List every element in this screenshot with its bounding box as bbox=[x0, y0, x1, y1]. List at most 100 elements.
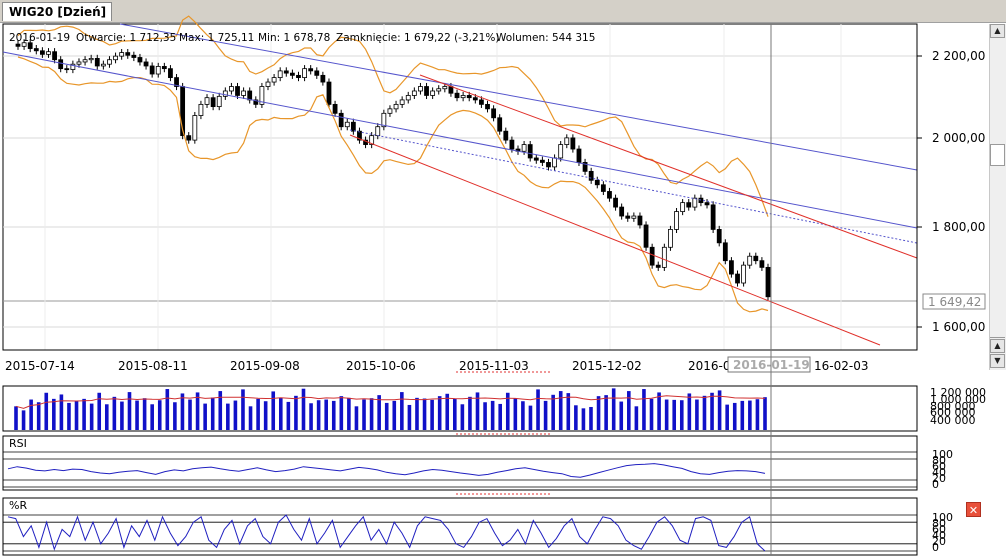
volume-bar-1 bbox=[21, 410, 26, 430]
volume-bar-98 bbox=[755, 399, 760, 430]
candle-body-121 bbox=[753, 255, 759, 262]
candle-body-116 bbox=[722, 242, 728, 262]
scroll-thumb[interactable] bbox=[990, 144, 1005, 166]
candle-body-6 bbox=[52, 51, 57, 61]
volume-bar-53 bbox=[415, 397, 419, 430]
volume-bar-40 bbox=[316, 400, 321, 430]
rsi-tick-20: 20 bbox=[932, 472, 946, 485]
candle-body-60 bbox=[381, 112, 387, 128]
candle-body-122 bbox=[759, 260, 765, 268]
candle-body-20 bbox=[137, 57, 143, 63]
candle-body-118 bbox=[735, 273, 740, 284]
wr-tick-80: 80 bbox=[932, 517, 946, 530]
candle-body-81 bbox=[509, 139, 515, 150]
candle-body-22 bbox=[149, 65, 155, 75]
volume-bar-60 bbox=[468, 396, 472, 430]
volume-bar-28 bbox=[226, 403, 230, 430]
volume-panel bbox=[2, 385, 918, 432]
candle-body-90 bbox=[564, 137, 570, 145]
candle-body-36 bbox=[235, 86, 240, 96]
volume-bar-9 bbox=[82, 398, 86, 430]
volume-bar-94 bbox=[725, 404, 729, 430]
price-scrollbar[interactable]: ▲ ▼ bbox=[989, 24, 1006, 352]
candle-body-97 bbox=[607, 191, 612, 199]
volume-bar-38 bbox=[301, 388, 306, 430]
volume-bar-13 bbox=[112, 396, 117, 430]
volume-bar-73 bbox=[566, 393, 571, 430]
candle-body-106 bbox=[661, 246, 667, 268]
volume-bar-12 bbox=[104, 404, 109, 430]
volume-bar-5 bbox=[52, 398, 56, 430]
volume-bar-89 bbox=[687, 393, 692, 430]
candle-body-64 bbox=[405, 95, 411, 101]
candle-body-109 bbox=[680, 202, 686, 212]
candle-body-52 bbox=[332, 103, 338, 114]
volume-bar-25 bbox=[203, 403, 207, 430]
date-scroll-up-button[interactable]: ▲ bbox=[990, 339, 1005, 353]
candle-body-18 bbox=[125, 52, 131, 56]
scroll-up-button[interactable]: ▲ bbox=[990, 24, 1005, 38]
volume-bar-50 bbox=[392, 400, 397, 430]
volume-bar-54 bbox=[422, 398, 427, 430]
volume-bar-70 bbox=[543, 400, 548, 430]
candle-body-4 bbox=[39, 50, 45, 55]
date-scroll-down-button[interactable]: ▼ bbox=[990, 354, 1005, 368]
channel-blue-lower bbox=[2, 51, 918, 229]
candle-body-11 bbox=[82, 59, 88, 63]
candle-body-47 bbox=[302, 68, 307, 78]
close-panel-button[interactable]: ✕ bbox=[966, 502, 981, 517]
candle-body-68 bbox=[430, 90, 436, 96]
volume-tick-2: 1 000 000 bbox=[930, 393, 986, 406]
volume-average-line bbox=[15, 395, 766, 409]
candle-body-99 bbox=[619, 206, 625, 217]
candle-body-2 bbox=[27, 42, 33, 49]
volume-bar-29 bbox=[233, 400, 238, 430]
volume-bar-2 bbox=[29, 399, 33, 430]
volume-bar-61 bbox=[475, 392, 480, 430]
wr-panel bbox=[2, 497, 918, 556]
candle-body-89 bbox=[558, 144, 564, 159]
volume-bar-77 bbox=[596, 396, 601, 430]
candle-body-7 bbox=[58, 59, 64, 70]
volume-bar-72 bbox=[558, 391, 563, 430]
volume-bar-19 bbox=[157, 400, 162, 430]
rsi-tick-100: 100 bbox=[932, 448, 953, 461]
volume-bar-52 bbox=[407, 404, 412, 430]
candle-body-30 bbox=[198, 103, 204, 116]
date-label-5: 2015-11-03 bbox=[459, 359, 529, 373]
candle-body-69 bbox=[436, 88, 442, 92]
candle-body-119 bbox=[741, 264, 747, 284]
candle-body-95 bbox=[594, 179, 600, 186]
volume-bar-39 bbox=[309, 403, 313, 430]
candle-body-98 bbox=[613, 197, 618, 208]
tab-bar: WIG20 [Dzień] bbox=[0, 0, 1006, 23]
candle-body-10 bbox=[76, 61, 82, 65]
rsi-tick-40: 40 bbox=[932, 466, 946, 479]
candle-body-32 bbox=[210, 97, 216, 108]
volume-bar-62 bbox=[483, 402, 487, 430]
candle-body-103 bbox=[643, 224, 649, 248]
rsi-tick-60: 60 bbox=[932, 460, 946, 473]
candle-body-61 bbox=[387, 108, 393, 114]
volume-bar-93 bbox=[717, 390, 722, 430]
tab-wig20[interactable]: WIG20 [Dzień] bbox=[2, 2, 112, 21]
volume-tick-5: 400 000 bbox=[930, 414, 976, 427]
candle-body-54 bbox=[344, 121, 350, 128]
volume-bar-48 bbox=[377, 395, 381, 430]
candle-body-76 bbox=[479, 99, 484, 105]
candle-body-115 bbox=[716, 229, 722, 244]
volume-bar-15 bbox=[127, 392, 132, 430]
date-scrollbar[interactable]: ▲ ▼ bbox=[989, 338, 1006, 370]
date-label-3: 2015-09-08 bbox=[230, 359, 300, 373]
candle-body-8 bbox=[64, 68, 70, 71]
candle-body-9 bbox=[70, 63, 76, 70]
candle-body-23 bbox=[155, 66, 161, 75]
candle-body-16 bbox=[113, 55, 118, 61]
candle-body-19 bbox=[131, 54, 137, 58]
candle-body-70 bbox=[442, 86, 448, 90]
wr-label: %R bbox=[9, 499, 27, 512]
volume-bar-65 bbox=[505, 392, 510, 430]
candle-body-105 bbox=[655, 264, 661, 268]
wr-series bbox=[7, 514, 766, 552]
